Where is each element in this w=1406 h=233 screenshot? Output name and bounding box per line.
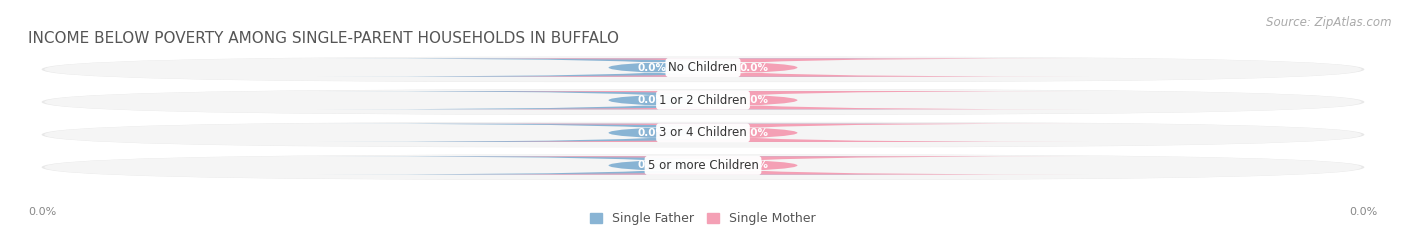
- FancyBboxPatch shape: [419, 124, 1088, 142]
- Text: 0.0%: 0.0%: [638, 161, 666, 170]
- FancyBboxPatch shape: [45, 90, 1361, 114]
- FancyBboxPatch shape: [45, 57, 1361, 82]
- FancyBboxPatch shape: [42, 57, 1364, 82]
- Text: 0.0%: 0.0%: [1350, 207, 1378, 217]
- FancyBboxPatch shape: [419, 58, 1088, 77]
- Text: 3 or 4 Children: 3 or 4 Children: [659, 126, 747, 139]
- FancyBboxPatch shape: [419, 156, 1088, 175]
- Text: 0.0%: 0.0%: [638, 95, 666, 105]
- Text: 0.0%: 0.0%: [28, 207, 56, 217]
- Text: 0.0%: 0.0%: [740, 161, 768, 170]
- Text: 0.0%: 0.0%: [740, 95, 768, 105]
- Text: 0.0%: 0.0%: [740, 63, 768, 72]
- Legend: Single Father, Single Mother: Single Father, Single Mother: [591, 212, 815, 225]
- FancyBboxPatch shape: [42, 89, 1364, 115]
- FancyBboxPatch shape: [318, 124, 987, 142]
- Text: 0.0%: 0.0%: [638, 128, 666, 138]
- FancyBboxPatch shape: [318, 156, 987, 175]
- FancyBboxPatch shape: [419, 91, 1088, 109]
- FancyBboxPatch shape: [42, 154, 1364, 180]
- Text: Source: ZipAtlas.com: Source: ZipAtlas.com: [1267, 16, 1392, 29]
- FancyBboxPatch shape: [318, 91, 987, 109]
- Text: 0.0%: 0.0%: [740, 128, 768, 138]
- Text: 1 or 2 Children: 1 or 2 Children: [659, 94, 747, 107]
- FancyBboxPatch shape: [318, 58, 987, 77]
- Text: INCOME BELOW POVERTY AMONG SINGLE-PARENT HOUSEHOLDS IN BUFFALO: INCOME BELOW POVERTY AMONG SINGLE-PARENT…: [28, 31, 619, 46]
- FancyBboxPatch shape: [45, 155, 1361, 180]
- Text: No Children: No Children: [668, 61, 738, 74]
- Text: 5 or more Children: 5 or more Children: [648, 159, 758, 172]
- Text: 0.0%: 0.0%: [638, 63, 666, 72]
- FancyBboxPatch shape: [45, 122, 1361, 147]
- FancyBboxPatch shape: [42, 122, 1364, 147]
